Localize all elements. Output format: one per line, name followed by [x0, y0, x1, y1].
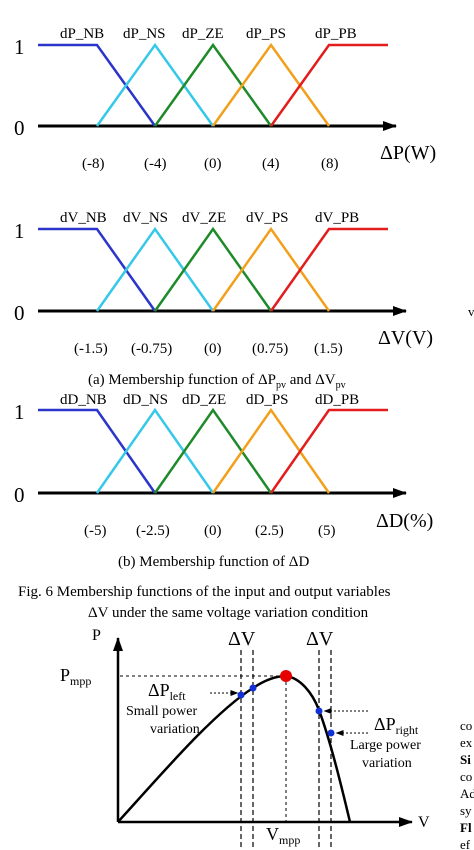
set-label-pb: dP_PB — [315, 26, 357, 42]
mpp-point — [280, 670, 292, 682]
small-variation-line1: Small power — [126, 704, 197, 719]
tick-label: (-1.5) — [74, 341, 108, 357]
set-labels: dD_NB dD_NS dD_ZE dD_PS dD_PB — [60, 392, 359, 408]
tick-label: (4) — [262, 156, 280, 172]
tick-label: (-5) — [84, 523, 107, 539]
membership-sets — [38, 407, 388, 494]
left-point-2 — [249, 684, 257, 692]
set-label-ns: dV_NS — [123, 210, 168, 226]
tick-label: (-8) — [82, 156, 105, 172]
pmpp-label: Pmpp — [60, 665, 91, 688]
y-label-zero: 0 — [14, 301, 25, 325]
right-point-1 — [315, 707, 323, 715]
set-label-pb: dV_PB — [315, 210, 359, 226]
tick-label: (2.5) — [255, 523, 284, 539]
y-label-one: 1 — [14, 35, 25, 59]
margin-line: ex — [460, 735, 473, 750]
fig7-heading: ΔV under the same voltage variation cond… — [88, 605, 369, 621]
v-axis-label: V — [418, 814, 430, 831]
dp-left-label: ΔPleft — [148, 680, 186, 703]
membership-line-pb — [269, 43, 388, 127]
membership-line-ns — [95, 407, 215, 494]
membership-line-ze — [153, 42, 273, 127]
membership-line-ns — [95, 42, 215, 127]
margin-line: co — [460, 718, 472, 733]
tick-label: (0) — [204, 156, 222, 172]
dv-left-label: ΔV — [228, 628, 256, 650]
tick-labels: (-5) (-2.5) (0) (2.5) (5) — [84, 523, 336, 539]
tick-label: (8) — [321, 156, 339, 172]
tick-label: (0.75) — [252, 341, 288, 357]
set-label-nb: dP_NB — [60, 26, 104, 42]
caption-b: (b) Membership function of ΔD — [118, 554, 309, 570]
membership-line-ps — [211, 226, 331, 312]
set-label-ps: dP_PS — [246, 26, 286, 42]
tick-label: (0) — [204, 523, 222, 539]
y-label-one: 1 — [14, 219, 25, 243]
right-point-2 — [327, 729, 335, 737]
set-labels: dP_NB dP_NS dP_ZE dP_PS dP_PB — [60, 26, 357, 42]
y-label-one: 1 — [14, 400, 25, 424]
membership-sets — [38, 226, 388, 312]
dv-right-label: ΔV — [306, 628, 334, 650]
membership-line-pb — [269, 227, 388, 312]
membership-line-ze — [153, 226, 273, 312]
large-variation-line1: Large power — [350, 738, 421, 753]
p-axis-label: P — [92, 627, 101, 644]
margin-line: Ad — [460, 786, 474, 801]
membership-line-ps — [211, 407, 331, 494]
large-variation-line2: variation — [362, 756, 412, 771]
membership-line-nb — [38, 408, 157, 494]
vmpp-label: Vmpp — [266, 824, 300, 847]
margin-line: co — [460, 769, 472, 784]
margin-fragment: v — [468, 304, 474, 319]
tick-label: (0) — [204, 341, 222, 357]
membership-line-nb — [38, 227, 157, 312]
set-labels: dV_NB dV_NS dV_ZE dV_PS dV_PB — [60, 210, 359, 226]
margin-line: ef — [460, 837, 471, 850]
set-label-ns: dP_NS — [123, 26, 166, 42]
membership-chart-dv: 1 0 ΔV(V) dV_NB dV_NS dV_ZE dV_PS dV_PB … — [14, 210, 433, 357]
margin-line: Si — [460, 752, 471, 767]
small-variation-line2: variation — [150, 722, 200, 737]
membership-sets — [38, 42, 388, 127]
tick-label: (5) — [318, 523, 336, 539]
fig6-caption: Fig. 6 Membership functions of the input… — [18, 584, 391, 600]
set-label-ze: dP_ZE — [182, 26, 224, 42]
set-label-ze: dV_ZE — [182, 210, 226, 226]
membership-line-pb — [269, 408, 388, 494]
tick-labels: (-8) (-4) (0) (4) (8) — [82, 156, 339, 172]
dp-right-label: ΔPright — [374, 714, 419, 737]
axis-label: ΔV(V) — [378, 327, 433, 349]
set-label-nb: dD_NB — [60, 392, 107, 408]
pv-curve-plot: P V ΔV ΔV Pmpp Vmpp ΔPleft ΔPright Small… — [60, 627, 430, 848]
margin-line: Fl — [460, 820, 472, 835]
tick-label: (1.5) — [314, 341, 343, 357]
membership-line-ze — [153, 407, 273, 494]
set-label-ze: dD_ZE — [182, 392, 226, 408]
tick-label: (-4) — [144, 156, 167, 172]
axis-label: ΔP(W) — [380, 142, 436, 164]
tick-labels: (-1.5) (-0.75) (0) (0.75) (1.5) — [74, 341, 343, 357]
tick-label: (-2.5) — [136, 523, 170, 539]
membership-line-ps — [211, 42, 331, 127]
set-label-ns: dD_NS — [123, 392, 168, 408]
y-label-zero: 0 — [14, 116, 25, 140]
axis-label: ΔD(%) — [376, 510, 433, 532]
set-label-ps: dV_PS — [246, 210, 289, 226]
caption-a: (a) Membership function of ΔPpv and ΔVpv — [88, 372, 346, 391]
set-label-nb: dV_NB — [60, 210, 107, 226]
set-label-pb: dD_PB — [315, 392, 359, 408]
left-point-1 — [237, 691, 245, 699]
membership-line-nb — [38, 43, 157, 127]
membership-chart-dd: 1 0 ΔD(%) dD_NB dD_NS dD_ZE dD_PS dD_PB … — [14, 392, 433, 539]
tick-label: (-0.75) — [131, 341, 172, 357]
membership-chart-dp: 1 0 ΔP(W) dP_NB dP_NS dP_ZE dP_PS dP_PB … — [14, 26, 436, 172]
margin-text: v co ex Si co Ad sy Fl ef — [460, 304, 474, 850]
membership-line-ns — [95, 226, 215, 312]
margin-line: sy — [460, 803, 472, 818]
y-label-zero: 0 — [14, 483, 25, 507]
set-label-ps: dD_PS — [246, 392, 289, 408]
